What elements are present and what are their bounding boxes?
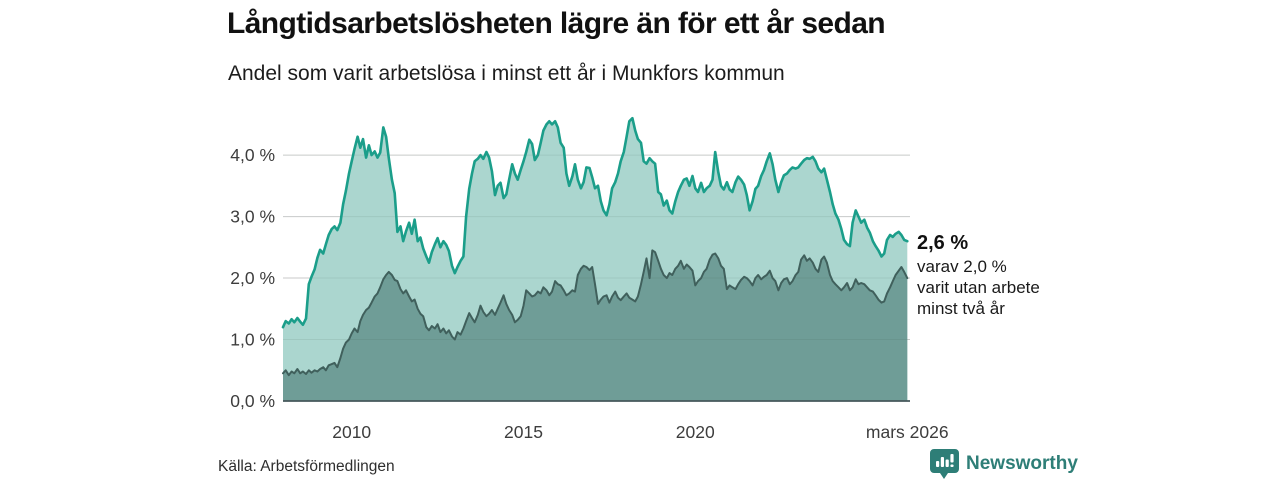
y-tick-label: 0,0 % (230, 391, 275, 411)
annotation-line: minst två år (917, 299, 1005, 318)
page-title: Långtidsarbetslösheten lägre än för ett … (227, 7, 886, 40)
brand-logo: Newsworthy (930, 448, 1078, 479)
newsworthy-logo-icon (930, 449, 959, 479)
annotation-line: varav 2,0 % (917, 257, 1007, 276)
y-tick-label: 1,0 % (230, 330, 275, 350)
annotation-line: varit utan arbete (917, 278, 1040, 297)
page-subtitle: Andel som varit arbetslösa i minst ett å… (228, 62, 785, 85)
series-line-1 (282, 249, 909, 377)
source-note: Källa: Arbetsförmedlingen (218, 458, 395, 475)
series-area-1 (283, 250, 908, 401)
y-tick-label: 4,0 % (230, 145, 275, 165)
y-tick-label: 3,0 % (230, 207, 275, 227)
y-tick-label: 2,0 % (230, 268, 275, 288)
x-tick-label: mars 2026 (866, 422, 949, 442)
series-line-0 (281, 116, 909, 329)
x-tick-label: 2015 (504, 422, 543, 442)
x-tick-label: 2020 (676, 422, 715, 442)
latest-total-value: 2,6 % (917, 232, 969, 254)
x-tick-label: 2010 (332, 422, 371, 442)
brand-name: Newsworthy (966, 452, 1078, 474)
latest-value-annotation: 2,6 % varav 2,0 % varit utan arbete mins… (917, 230, 1117, 319)
